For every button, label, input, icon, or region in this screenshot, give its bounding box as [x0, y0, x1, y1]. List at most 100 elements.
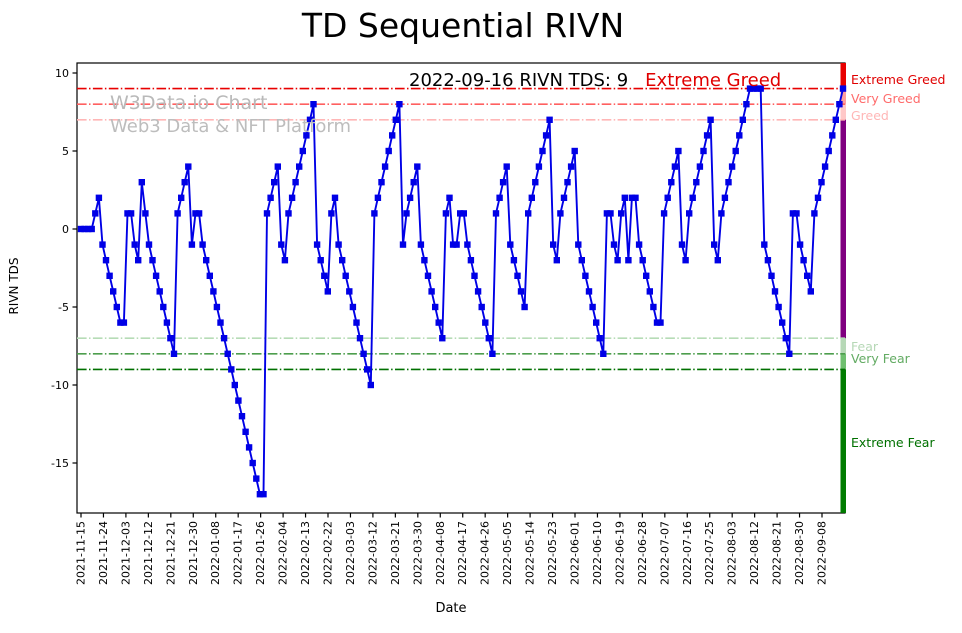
data-point-marker: [646, 288, 653, 295]
x-tick-label: 2022-01-08: [209, 521, 222, 585]
data-point-marker: [313, 241, 321, 248]
right-gauge-bar-segment: [840, 104, 846, 120]
data-point-marker: [829, 132, 836, 139]
data-point-marker: [743, 101, 750, 108]
data-point-marker: [117, 319, 124, 326]
data-point-marker: [718, 210, 725, 217]
data-point-marker: [199, 241, 206, 248]
x-tick-label: 2021-12-21: [164, 521, 177, 585]
data-point-marker: [567, 163, 575, 170]
data-point-marker: [811, 210, 818, 217]
annotation-zone-label: Extreme Greed: [645, 70, 782, 91]
data-point-marker: [174, 210, 181, 217]
data-point-marker: [686, 210, 693, 217]
right-gauge-bar-segment: [840, 88, 846, 105]
data-point-marker: [660, 210, 668, 217]
data-point-marker: [206, 272, 213, 279]
data-point-marker: [399, 241, 407, 248]
data-point-marker: [764, 257, 772, 264]
zone-label-extreme-fear: Extreme Fear: [851, 435, 935, 450]
data-point-marker: [557, 210, 564, 217]
data-point-marker: [521, 303, 528, 311]
x-tick-label: 2022-07-16: [681, 521, 694, 585]
data-point-marker: [753, 85, 761, 92]
data-point-marker: [406, 194, 414, 201]
y-tick-label: -5: [58, 301, 69, 314]
data-point-marker: [650, 303, 657, 311]
data-point-marker: [195, 210, 203, 217]
x-tick-label: 2022-04-26: [479, 521, 492, 585]
x-tick-label: 2022-07-25: [703, 521, 716, 585]
data-point-marker: [603, 210, 611, 217]
data-point-marker: [145, 241, 153, 248]
data-point-marker: [546, 116, 553, 123]
data-point-marker: [88, 225, 95, 233]
y-tick-label: -15: [51, 457, 69, 470]
data-point-marker: [675, 147, 682, 155]
x-tick-label: 2022-08-12: [748, 521, 761, 585]
data-point-marker: [81, 225, 88, 233]
zone-label-very-greed: Very Greed: [851, 91, 921, 106]
data-point-marker: [535, 163, 543, 170]
data-point-marker: [217, 319, 224, 326]
data-point-marker: [95, 194, 103, 201]
data-point-marker: [696, 163, 704, 170]
data-point-marker: [185, 163, 192, 170]
data-point-marker: [503, 163, 510, 170]
data-point-marker: [814, 194, 822, 201]
data-point-marker: [739, 116, 746, 123]
data-point-marker: [92, 210, 99, 217]
watermark-line2: Web3 Data & NFT Platform: [110, 116, 352, 137]
data-point-marker: [610, 241, 618, 248]
data-point-marker: [621, 194, 628, 201]
data-point-marker: [442, 210, 450, 217]
data-point-marker: [160, 303, 167, 311]
data-point-marker: [85, 225, 92, 233]
x-axis-title: Date: [435, 601, 467, 616]
x-tick-label: 2022-07-07: [658, 521, 671, 585]
data-point-marker: [428, 288, 435, 295]
data-point-marker: [639, 257, 646, 264]
data-point-marker: [163, 319, 171, 326]
data-point-marker: [746, 85, 754, 92]
data-point-marker: [804, 272, 811, 279]
data-point-marker: [664, 194, 671, 201]
data-point-marker: [263, 210, 271, 217]
data-point-marker: [317, 257, 324, 264]
data-point-marker: [403, 210, 410, 217]
data-point-marker: [249, 459, 256, 467]
data-point-marker: [353, 319, 360, 326]
data-point-marker: [385, 147, 392, 155]
data-point-marker: [228, 366, 235, 373]
data-point-marker: [721, 194, 729, 201]
data-point-marker: [242, 428, 249, 435]
data-point-marker: [836, 101, 843, 108]
data-point-marker: [474, 288, 482, 295]
data-point-marker: [693, 179, 700, 186]
data-point-marker: [532, 179, 539, 186]
data-point-marker: [113, 303, 120, 311]
data-point-marker: [596, 335, 603, 342]
data-point-marker: [839, 85, 847, 92]
x-tick-label: 2021-11-15: [75, 521, 88, 585]
data-point-marker: [775, 303, 782, 311]
data-point-marker: [256, 491, 264, 498]
data-point-marker: [435, 319, 442, 326]
data-point-marker: [378, 179, 385, 186]
data-point-marker: [618, 210, 625, 217]
x-tick-label: 2022-08-21: [771, 521, 784, 585]
data-point-marker: [585, 288, 593, 295]
data-point-marker: [367, 381, 374, 389]
data-point-marker: [600, 350, 607, 357]
data-point-marker: [657, 319, 664, 326]
data-point-marker: [507, 241, 514, 248]
data-point-marker: [360, 350, 367, 357]
data-point-marker: [761, 241, 768, 248]
x-tick-label: 2021-12-30: [187, 521, 200, 585]
data-point-marker: [821, 163, 829, 170]
chart-title: TD Sequential RIVN: [301, 6, 625, 45]
data-point-marker: [782, 335, 789, 342]
data-point-marker: [575, 241, 582, 248]
data-point-marker: [768, 272, 775, 279]
